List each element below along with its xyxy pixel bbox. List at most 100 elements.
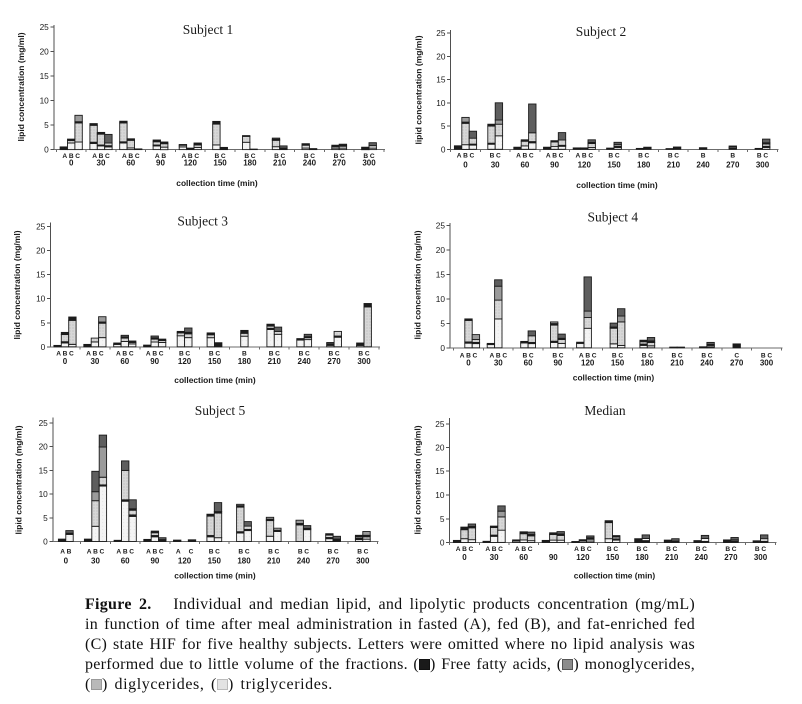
svg-text:120: 120	[578, 160, 592, 169]
svg-text:0: 0	[463, 160, 468, 169]
svg-text:A: A	[116, 351, 121, 358]
svg-text:270: 270	[326, 557, 340, 566]
svg-text:C: C	[275, 351, 280, 358]
svg-text:C: C	[135, 153, 140, 160]
svg-text:5: 5	[41, 318, 46, 328]
svg-text:210: 210	[665, 553, 679, 562]
svg-text:C: C	[215, 351, 220, 358]
svg-text:A: A	[86, 351, 91, 358]
svg-text:B: B	[153, 549, 158, 556]
svg-text:B: B	[328, 549, 333, 556]
svg-text:collection time (min): collection time (min)	[573, 373, 655, 383]
svg-text:B: B	[466, 353, 471, 360]
svg-text:lipid concentration (mg/ml): lipid concentration (mg/ml)	[414, 35, 424, 144]
svg-text:C: C	[618, 353, 623, 360]
svg-text:0: 0	[64, 557, 69, 566]
svg-text:0: 0	[63, 357, 68, 366]
svg-text:B: B	[244, 153, 249, 160]
svg-text:300: 300	[357, 357, 371, 366]
svg-text:C: C	[251, 153, 256, 160]
svg-text:B: B	[612, 353, 617, 360]
svg-text:C: C	[674, 153, 679, 160]
svg-text:C: C	[678, 353, 683, 360]
svg-text:lipid concentration (mg/ml): lipid concentration (mg/ml)	[14, 425, 24, 534]
svg-text:B: B	[490, 153, 495, 160]
svg-text:0: 0	[466, 359, 471, 368]
svg-text:120: 120	[576, 553, 590, 562]
svg-text:B: B	[93, 351, 98, 358]
svg-text:0: 0	[462, 553, 467, 562]
svg-text:C: C	[159, 549, 164, 556]
svg-text:180: 180	[637, 160, 651, 169]
svg-text:0: 0	[440, 538, 445, 548]
svg-text:A: A	[155, 153, 160, 160]
svg-text:240: 240	[696, 160, 710, 169]
svg-text:120: 120	[184, 159, 198, 168]
svg-text:240: 240	[297, 557, 311, 566]
svg-text:C: C	[588, 153, 593, 160]
svg-text:C: C	[185, 351, 190, 358]
svg-text:5: 5	[441, 121, 446, 131]
svg-text:C: C	[613, 546, 618, 553]
svg-text:15: 15	[40, 71, 50, 81]
svg-text:60: 60	[126, 159, 135, 168]
svg-text:300: 300	[754, 553, 768, 562]
svg-text:60: 60	[121, 557, 130, 566]
svg-text:A: A	[579, 353, 584, 360]
svg-text:C: C	[529, 353, 534, 360]
svg-text:0: 0	[69, 159, 74, 168]
svg-text:C: C	[645, 153, 650, 160]
svg-text:120: 120	[178, 357, 192, 366]
svg-text:A: A	[515, 546, 520, 553]
svg-text:90: 90	[553, 359, 562, 368]
svg-text:A: A	[574, 546, 579, 553]
svg-text:B: B	[357, 549, 362, 556]
svg-text:C: C	[643, 546, 648, 553]
svg-text:B: B	[209, 351, 214, 358]
svg-text:C: C	[708, 353, 713, 360]
svg-text:120: 120	[178, 557, 192, 566]
svg-text:A: A	[490, 353, 495, 360]
svg-text:270: 270	[730, 359, 744, 368]
svg-text:270: 270	[726, 160, 740, 169]
svg-text:Subject 3: Subject 3	[177, 214, 228, 229]
svg-text:B: B	[99, 153, 104, 160]
svg-text:C: C	[75, 153, 80, 160]
svg-text:lipid concentration (mg/ml): lipid concentration (mg/ml)	[413, 230, 423, 339]
svg-text:C: C	[559, 353, 564, 360]
svg-text:A: A	[60, 549, 65, 556]
svg-text:lipid concentration (mg/ml): lipid concentration (mg/ml)	[413, 425, 423, 534]
svg-text:240: 240	[303, 159, 317, 168]
svg-text:A: A	[116, 549, 121, 556]
svg-text:B: B	[304, 153, 309, 160]
svg-text:210: 210	[670, 359, 684, 368]
svg-text:B: B	[122, 351, 127, 358]
svg-text:30: 30	[490, 553, 499, 562]
svg-text:15: 15	[436, 75, 446, 85]
svg-text:B: B	[552, 353, 557, 360]
svg-text:C: C	[587, 546, 592, 553]
svg-text:B: B	[607, 546, 612, 553]
svg-text:10: 10	[39, 489, 49, 499]
svg-text:Subject 2: Subject 2	[576, 24, 627, 39]
svg-text:C: C	[334, 549, 339, 556]
svg-text:B: B	[581, 546, 586, 553]
svg-text:A: A	[460, 353, 465, 360]
svg-text:A: A	[485, 546, 490, 553]
svg-text:B: B	[363, 153, 368, 160]
svg-text:A: A	[122, 153, 127, 160]
svg-text:240: 240	[700, 359, 714, 368]
svg-text:B: B	[215, 153, 220, 160]
svg-text:A: A	[182, 153, 187, 160]
svg-text:20: 20	[436, 51, 446, 61]
svg-text:B: B	[523, 353, 528, 360]
svg-text:90: 90	[156, 159, 165, 168]
svg-text:collection time (min): collection time (min)	[174, 375, 256, 385]
svg-text:A: A	[457, 153, 462, 160]
svg-text:C: C	[215, 549, 220, 556]
svg-text:0: 0	[441, 144, 446, 154]
svg-text:5: 5	[43, 513, 48, 523]
svg-text:20: 20	[435, 443, 445, 453]
svg-text:B: B	[188, 153, 193, 160]
svg-text:B: B	[299, 351, 304, 358]
